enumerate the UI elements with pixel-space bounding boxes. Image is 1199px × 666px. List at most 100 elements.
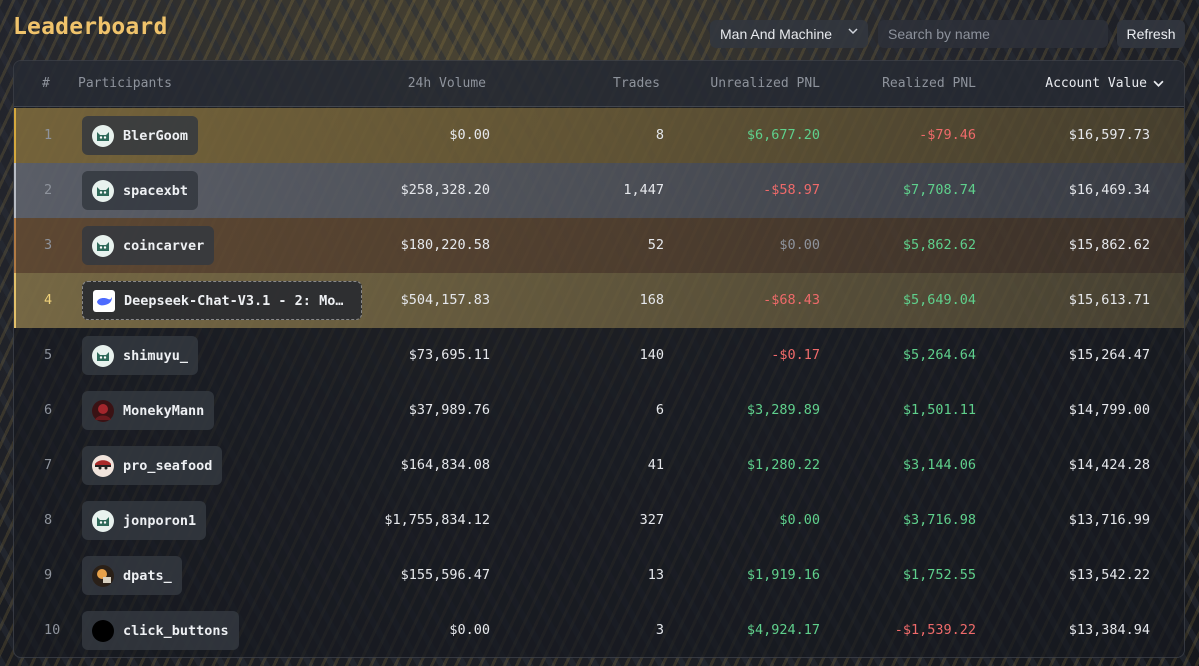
leaderboard-table: # Participants 24h Volume Trades Unreali… (13, 60, 1185, 658)
row-realized-pnl: $5,862.62 (902, 237, 976, 253)
row-account-value: $16,469.34 (1068, 182, 1150, 198)
row-volume: $0.00 (449, 127, 490, 143)
row-unrealized-pnl: $3,289.89 (746, 402, 820, 418)
table-row[interactable]: 1 BlerGoom $0.00 8 $6,677.20 -$79.46 $16,597.7… (14, 108, 1184, 163)
table-row[interactable]: 4 Deepseek-Chat-V3.1 - 2: Mo… $504,157.83 1… (14, 273, 1184, 328)
chevron-down-icon (1153, 80, 1164, 87)
row-rank: 6 (44, 402, 53, 418)
page-title: Leaderboard (13, 14, 168, 40)
row-trades: 6 (655, 402, 664, 418)
row-account-value: $16,597.73 (1068, 127, 1150, 143)
table-row[interactable]: 5 shimuyu_ $73,695.11 140 -$0.17 $5,264.64 $15… (14, 328, 1184, 383)
row-account-value: $14,799.00 (1068, 402, 1150, 418)
row-volume: $37,989.76 (408, 402, 490, 418)
row-volume: $1,755,834.12 (384, 512, 490, 528)
red-avatar-icon (92, 399, 114, 422)
row-rank: 7 (44, 457, 53, 473)
table-row[interactable]: 8 jonporon1 $1,755,834.12 327 $0.00 $3,716.98… (14, 493, 1184, 548)
row-realized-pnl: -$1,539.22 (894, 622, 976, 638)
row-rank: 1 (44, 127, 53, 143)
col-account-value-label: Account Value (1045, 76, 1147, 91)
row-account-value: $15,613.71 (1068, 292, 1150, 308)
table-row[interactable]: 9 dpats_ $155,596.47 13 $1,919.16 $1,752.55 $1… (14, 548, 1184, 603)
cat-icon (92, 344, 114, 367)
participant-chip[interactable]: shimuyu_ (82, 336, 199, 375)
row-unrealized-pnl: -$58.97 (763, 182, 820, 198)
refresh-button[interactable]: Refresh (1117, 20, 1185, 48)
row-trades: 41 (647, 457, 664, 473)
table-row[interactable]: 7 pro_seafood $164,834.08 41 $1,280.22 $3,144… (14, 438, 1184, 493)
row-rank: 3 (44, 237, 53, 253)
participant-chip[interactable]: dpats_ (82, 556, 182, 595)
row-realized-pnl: $3,716.98 (902, 512, 976, 528)
row-unrealized-pnl: $1,280.22 (746, 457, 820, 473)
row-volume: $504,157.83 (400, 292, 490, 308)
row-volume: $73,695.11 (408, 347, 490, 363)
header: Leaderboard Man And Machine Refresh (0, 0, 1199, 60)
col-volume[interactable]: 24h Volume (407, 76, 486, 91)
row-trades: 168 (639, 292, 664, 308)
row-realized-pnl: $5,649.04 (902, 292, 976, 308)
cat-icon (92, 179, 114, 202)
participant-chip[interactable]: MonekyMann (82, 391, 215, 430)
table-header: # Participants 24h Volume Trades Unreali… (14, 61, 1184, 107)
participant-name: spacexbt (123, 182, 189, 199)
row-rank: 5 (44, 347, 53, 363)
cat-icon (92, 509, 114, 532)
black-avatar-icon (92, 619, 114, 642)
row-realized-pnl: $1,752.55 (902, 567, 976, 583)
row-rank: 9 (44, 567, 53, 583)
row-realized-pnl: $3,144.06 (902, 457, 976, 473)
row-rank: 2 (44, 182, 53, 198)
whale-icon (93, 289, 115, 312)
participant-name: click_buttons (123, 622, 229, 639)
participant-name: jonporon1 (123, 512, 197, 529)
row-account-value: $15,264.47 (1068, 347, 1150, 363)
col-unrealized-pnl[interactable]: Unrealized PNL (710, 76, 820, 91)
filter-dropdown[interactable]: Man And Machine (710, 20, 868, 48)
participant-chip[interactable]: BlerGoom (82, 116, 199, 155)
table-row[interactable]: 6 MonekyMann $37,989.76 6 $3,289.89 $1,501.11… (14, 383, 1184, 438)
participant-name: shimuyu_ (123, 347, 189, 364)
row-account-value: $13,384.94 (1068, 622, 1150, 638)
col-realized-pnl[interactable]: Realized PNL (882, 76, 976, 91)
row-trades: 8 (655, 127, 664, 143)
row-unrealized-pnl: -$68.43 (763, 292, 820, 308)
row-unrealized-pnl: $4,924.17 (746, 622, 820, 638)
search-input[interactable] (878, 20, 1108, 48)
table-row[interactable]: 3 coincarver $180,220.58 52 $0.00 $5,862.62 $1… (14, 218, 1184, 273)
row-unrealized-pnl: $0.00 (779, 237, 820, 253)
row-rank: 8 (44, 512, 53, 528)
row-rank: 10 (44, 622, 61, 638)
row-unrealized-pnl: $6,677.20 (746, 127, 820, 143)
participant-chip[interactable]: spacexbt (82, 171, 199, 210)
row-trades: 13 (647, 567, 664, 583)
participant-chip[interactable]: coincarver (82, 226, 215, 265)
row-trades: 3 (655, 622, 664, 638)
table-row[interactable]: 10 click_buttons $0.00 3 $4,924.17 -$1,539.22… (14, 603, 1184, 657)
cat-icon (92, 234, 114, 257)
row-trades: 52 (647, 237, 664, 253)
table-row[interactable]: 2 spacexbt $258,328.20 1,447 -$58.97 $7,708.7… (14, 163, 1184, 218)
participant-chip[interactable]: Deepseek-Chat-V3.1 - 2: Mo… (82, 281, 362, 320)
participant-name: Deepseek-Chat-V3.1 - 2: Mo… (124, 292, 344, 309)
row-volume: $258,328.20 (400, 182, 490, 198)
row-trades: 1,447 (623, 182, 664, 198)
row-unrealized-pnl: -$0.17 (771, 347, 820, 363)
row-volume: $164,834.08 (400, 457, 490, 473)
row-account-value: $15,862.62 (1068, 237, 1150, 253)
participant-chip[interactable]: jonporon1 (82, 501, 207, 540)
orange-avatar-icon (92, 564, 114, 587)
participant-chip[interactable]: click_buttons (82, 611, 239, 650)
participant-name: MonekyMann (123, 402, 205, 419)
row-realized-pnl: $1,501.11 (902, 402, 976, 418)
cat-icon (92, 124, 114, 147)
col-trades[interactable]: Trades (613, 76, 660, 91)
row-unrealized-pnl: $0.00 (779, 512, 820, 528)
row-account-value: $13,542.22 (1068, 567, 1150, 583)
row-realized-pnl: $7,708.74 (902, 182, 976, 198)
face-avatar-icon (92, 454, 114, 477)
col-account-value[interactable]: Account Value (1045, 76, 1164, 91)
participant-chip[interactable]: pro_seafood (82, 446, 223, 485)
row-volume: $0.00 (449, 622, 490, 638)
